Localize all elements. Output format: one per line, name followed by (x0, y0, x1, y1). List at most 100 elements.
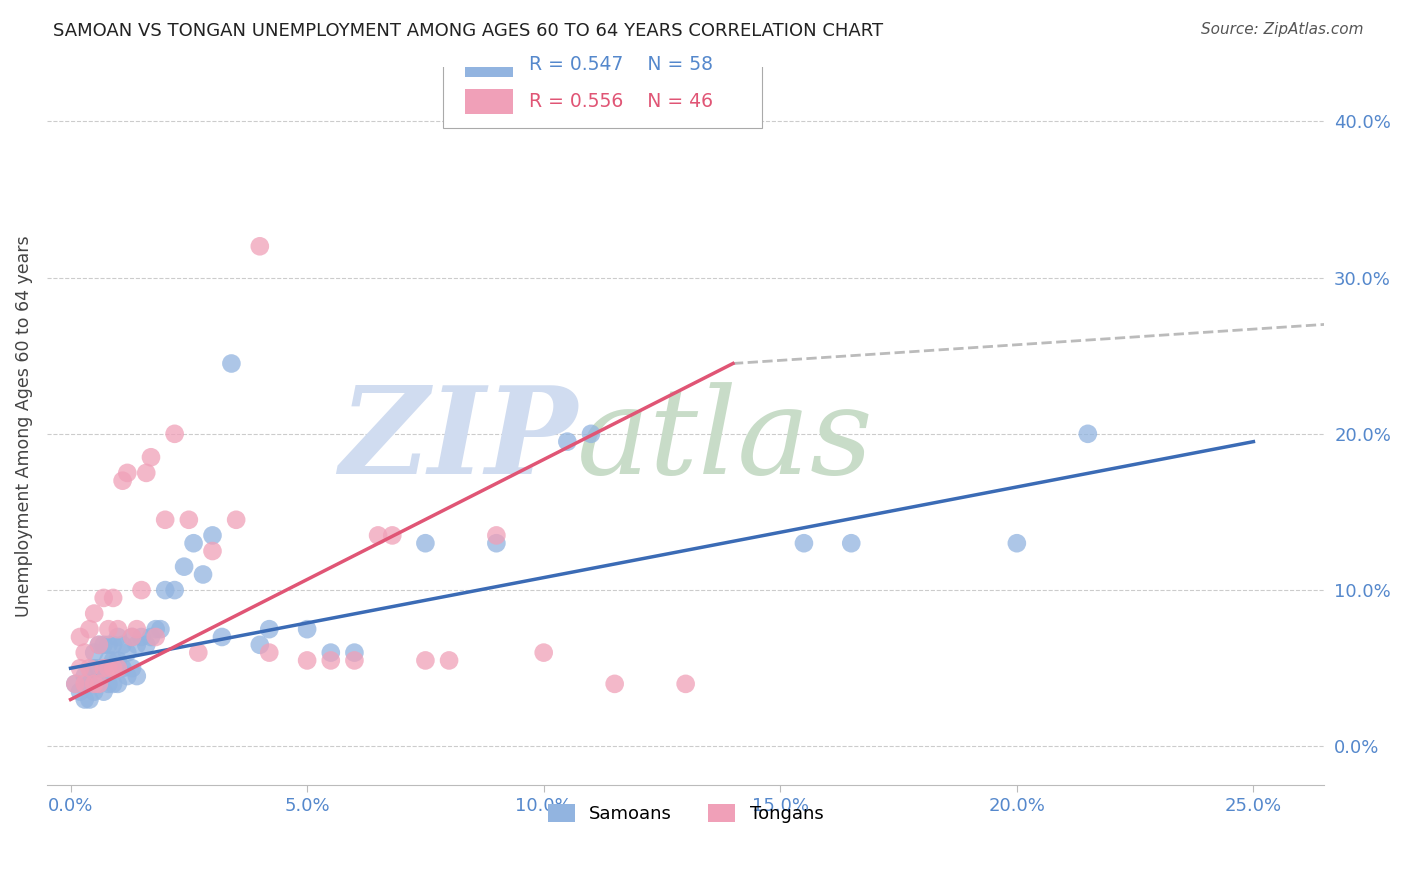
Point (83, 646, 105, 660)
Point (111, 661, 134, 675)
Point (259, 646, 281, 660)
Point (121, 630, 143, 644)
Point (93, 591, 115, 605)
Point (793, 536, 815, 550)
Point (131, 630, 153, 644)
Text: ZIP: ZIP (339, 381, 576, 500)
Point (201, 528, 224, 542)
Point (87, 677, 110, 691)
Y-axis label: Unemployment Among Ages 60 to 64 years: Unemployment Among Ages 60 to 64 years (15, 235, 32, 617)
Point (191, 567, 214, 582)
Point (69, 684, 91, 698)
Point (183, 536, 205, 550)
Point (221, 357, 243, 371)
Point (125, 622, 148, 636)
Point (65, 677, 87, 691)
Point (87, 638, 110, 652)
Point (117, 669, 139, 683)
Point (83, 684, 105, 698)
Point (839, 536, 862, 550)
Point (295, 622, 318, 636)
Point (557, 434, 579, 449)
Point (83, 607, 105, 621)
Point (135, 638, 157, 652)
Point (1005, 536, 1028, 550)
Point (437, 653, 460, 667)
Point (319, 653, 342, 667)
Point (97, 622, 120, 636)
Point (173, 559, 195, 574)
Point (381, 528, 404, 542)
Point (79, 677, 101, 691)
Point (153, 513, 176, 527)
Text: SAMOAN VS TONGAN UNEMPLOYMENT AMONG AGES 60 TO 64 YEARS CORRELATION CHART: SAMOAN VS TONGAN UNEMPLOYMENT AMONG AGES… (53, 22, 883, 40)
Point (343, 646, 366, 660)
Point (83, 661, 105, 675)
Point (101, 653, 124, 667)
Point (101, 638, 124, 652)
Point (121, 630, 143, 644)
Point (533, 646, 555, 660)
Point (135, 466, 157, 480)
Point (97, 653, 120, 667)
Point (87, 638, 110, 652)
Point (259, 622, 281, 636)
Point (415, 536, 437, 550)
Point (1077, 426, 1099, 441)
Point (93, 661, 115, 675)
Point (485, 536, 508, 550)
Point (163, 583, 186, 598)
Point (415, 653, 437, 667)
Point (69, 630, 91, 644)
Point (319, 646, 342, 660)
Point (125, 638, 148, 652)
Point (485, 528, 508, 542)
Point (367, 528, 389, 542)
Point (343, 653, 366, 667)
Point (139, 630, 162, 644)
Point (675, 677, 697, 691)
Point (97, 638, 120, 652)
Point (79, 622, 101, 636)
Point (69, 661, 91, 675)
Point (187, 646, 209, 660)
Point (121, 661, 143, 675)
Point (163, 426, 186, 441)
Bar (464, 89, 513, 114)
Legend: Samoans, Tongans: Samoans, Tongans (540, 797, 831, 830)
Point (107, 630, 129, 644)
Bar (464, 52, 513, 77)
Text: R = 0.547    N = 58: R = 0.547 N = 58 (529, 55, 713, 74)
Point (83, 677, 105, 691)
Point (87, 677, 110, 691)
Point (79, 692, 101, 706)
Point (131, 583, 153, 598)
Text: Source: ZipAtlas.com: Source: ZipAtlas.com (1201, 22, 1364, 37)
Point (153, 583, 176, 598)
Point (79, 661, 101, 675)
Point (145, 630, 167, 644)
Point (93, 638, 115, 652)
Point (107, 661, 129, 675)
Point (249, 638, 271, 652)
Point (201, 544, 224, 558)
Point (97, 677, 120, 691)
Point (101, 677, 124, 691)
Point (101, 661, 124, 675)
Point (295, 653, 318, 667)
Point (97, 661, 120, 675)
Point (73, 669, 96, 683)
Point (73, 692, 96, 706)
Point (111, 638, 134, 652)
Point (107, 677, 129, 691)
Point (73, 677, 96, 691)
Point (249, 239, 271, 253)
Text: atlas: atlas (576, 382, 873, 500)
Point (101, 591, 124, 605)
Point (93, 684, 115, 698)
Point (107, 622, 129, 636)
Point (65, 677, 87, 691)
Point (579, 426, 602, 441)
Text: R = 0.556    N = 46: R = 0.556 N = 46 (529, 92, 713, 112)
Point (87, 661, 110, 675)
